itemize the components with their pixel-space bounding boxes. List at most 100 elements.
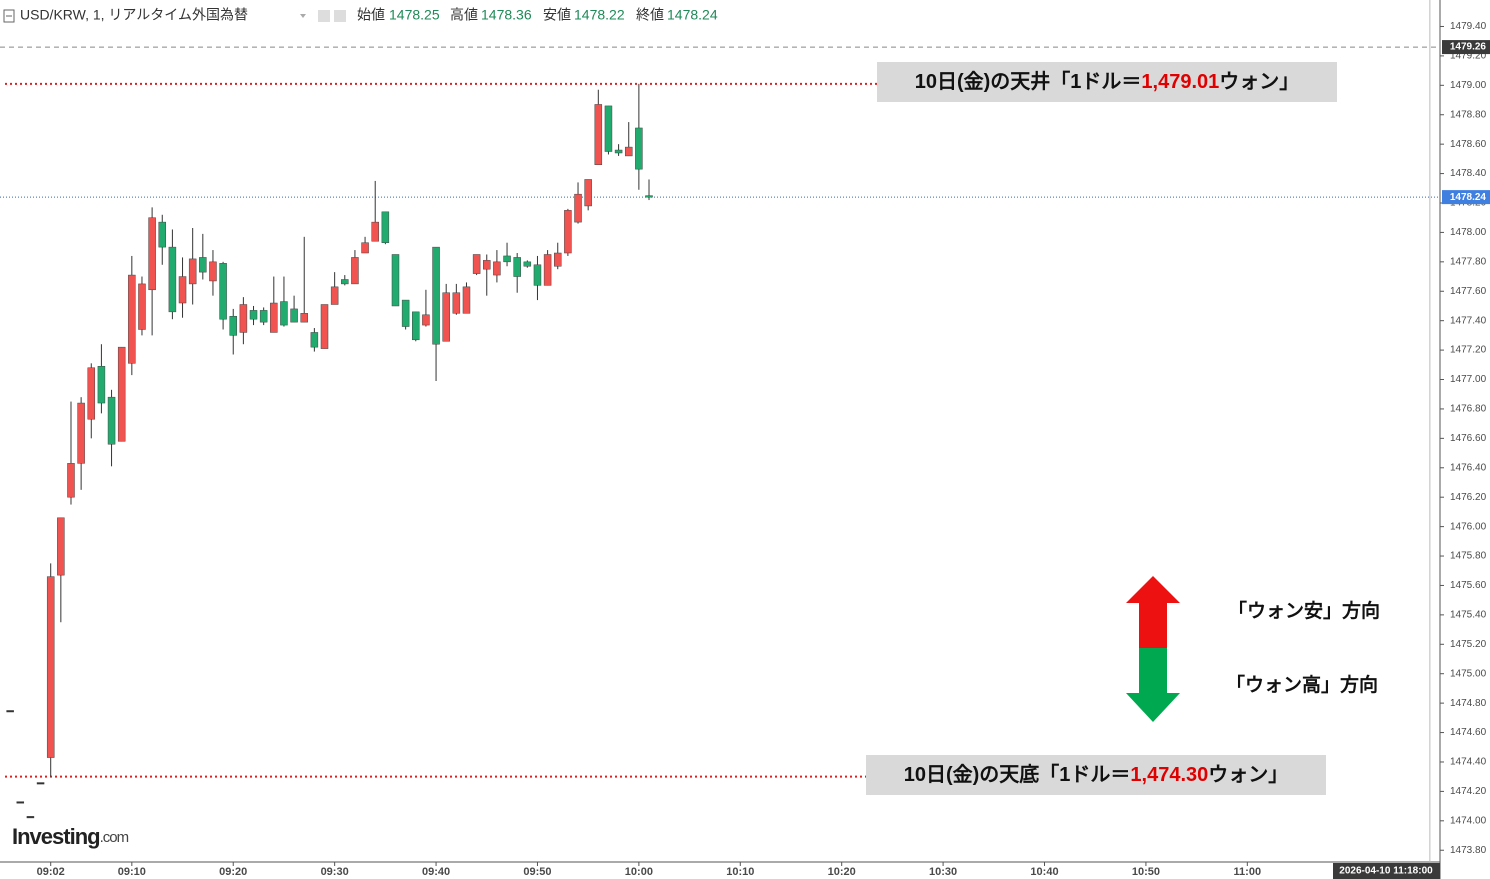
y-tick-label: 1477.00 [1450,374,1487,385]
candle-body [128,274,136,364]
y-tick-label: 1475.00 [1450,668,1487,679]
x-tick-label: 09:10 [118,866,146,878]
candle-body [87,367,96,420]
down-arrow [1126,648,1180,722]
candle-body [472,254,481,274]
annotation-text: 10日(金)の天底「1ドル＝1,474.30ウォン」 [904,762,1289,786]
candle-body [6,710,14,713]
y-tick-label: 1476.20 [1450,492,1487,503]
y-tick-label: 1475.80 [1450,551,1487,562]
candle-body [645,195,653,198]
y-tick-label: 1479.00 [1450,80,1487,91]
y-tick-label: 1478.00 [1450,227,1487,238]
candle-body [320,304,329,349]
candle-body [219,263,227,320]
annotation-text-after: ウォン」 [1208,763,1288,786]
x-tick-label: 10:20 [828,866,856,878]
annotation-text-before: 10日(金)の天底「1ドル＝ [904,762,1131,786]
candle-body [503,255,511,263]
candle-body [209,261,217,282]
y-tick-label: 1478.40 [1450,168,1487,179]
annotation-text-after: ウォン」 [1219,70,1299,93]
candle-body [543,254,552,286]
y-tick-label: 1475.60 [1450,580,1487,591]
candle-body [412,311,420,341]
eye-icon[interactable] [318,10,330,22]
candle-body [158,221,167,248]
candle-body [553,252,562,267]
ohlc-value: 1478.36 [481,7,532,23]
direction-label: 「ウォン高」方向 [1226,673,1378,696]
candle-body [117,346,126,442]
y-tick-label: 1478.60 [1450,139,1487,150]
direction-label: 「ウォン安」方向 [1228,599,1380,622]
candle-body [249,310,258,320]
candle-body [77,402,85,464]
candle-body [36,782,45,785]
x-tick-label: 09:02 [37,866,65,878]
ohlc-label: 終値 [636,7,664,23]
candle-body [452,292,461,314]
y-tick-label: 1474.20 [1450,786,1487,797]
candle-body [513,257,521,277]
candle-body [523,261,532,267]
candle-body [493,261,501,276]
y-tick-label: 1475.40 [1450,610,1487,621]
last-price-label: 1478.24 [1450,192,1487,203]
crosshair-time-box [1333,863,1440,879]
candle-body [310,332,319,348]
ohlc-label: 始値 [357,7,385,23]
x-tick-label: 10:50 [1132,866,1160,878]
candle-body [391,254,400,307]
candle-body [371,221,379,242]
candle-body [188,258,197,285]
candle-body [270,302,278,333]
ohlc-label: 安値 [543,7,571,23]
candle-body [432,246,440,345]
watermark: Investing.com [12,824,129,849]
y-tick-label: 1476.00 [1450,521,1487,532]
candle-body [259,310,268,323]
candle-body [67,463,75,498]
annotation-box [877,62,1337,102]
symbol-dropdown[interactable] [300,14,306,18]
y-tick-label: 1479.40 [1450,21,1487,32]
settings-icon[interactable] [334,10,346,22]
symbol: USD/KRW, 1, リアルタイム外国為替 [20,7,248,23]
candle-body [635,127,643,170]
crosshair-price-box [1442,40,1490,55]
y-tick-label: 1477.60 [1450,286,1487,297]
candle-body [462,286,471,314]
collapse-icon[interactable] [3,9,15,23]
candle-body [351,257,359,285]
y-tick-label: 1475.20 [1450,639,1487,650]
candle-body [401,299,410,327]
x-tick-label: 09:50 [523,866,551,878]
candle-body [381,211,390,243]
y-tick-label: 1477.20 [1450,345,1487,356]
candle-body [442,292,450,342]
candle-body [229,316,237,336]
x-tick-label: 11:00 [1234,866,1262,878]
y-tick-label: 1473.80 [1450,845,1487,856]
ohlc-value: 1478.22 [574,7,625,23]
crosshair-price-label: 1479.26 [1450,42,1487,53]
watermark-brand: Investing [12,824,100,849]
y-tick-label: 1474.80 [1450,698,1487,709]
candle-body [361,242,369,254]
x-tick-label: 09:40 [422,866,450,878]
y-tick-label: 1476.60 [1450,433,1487,444]
x-tick-label: 10:30 [929,866,957,878]
candle-body [16,801,25,804]
y-tick-label: 1474.60 [1450,727,1487,738]
candle-body [199,257,207,273]
y-tick-label: 1479.20 [1450,51,1487,62]
y-tick-label: 1476.40 [1450,462,1487,473]
watermark-suffix: .com [100,829,129,846]
x-tick-label: 09:20 [219,866,247,878]
candle-body [26,816,35,819]
candle-body [107,396,116,445]
x-tick-label: 10:10 [726,866,754,878]
candle-body [584,179,592,207]
